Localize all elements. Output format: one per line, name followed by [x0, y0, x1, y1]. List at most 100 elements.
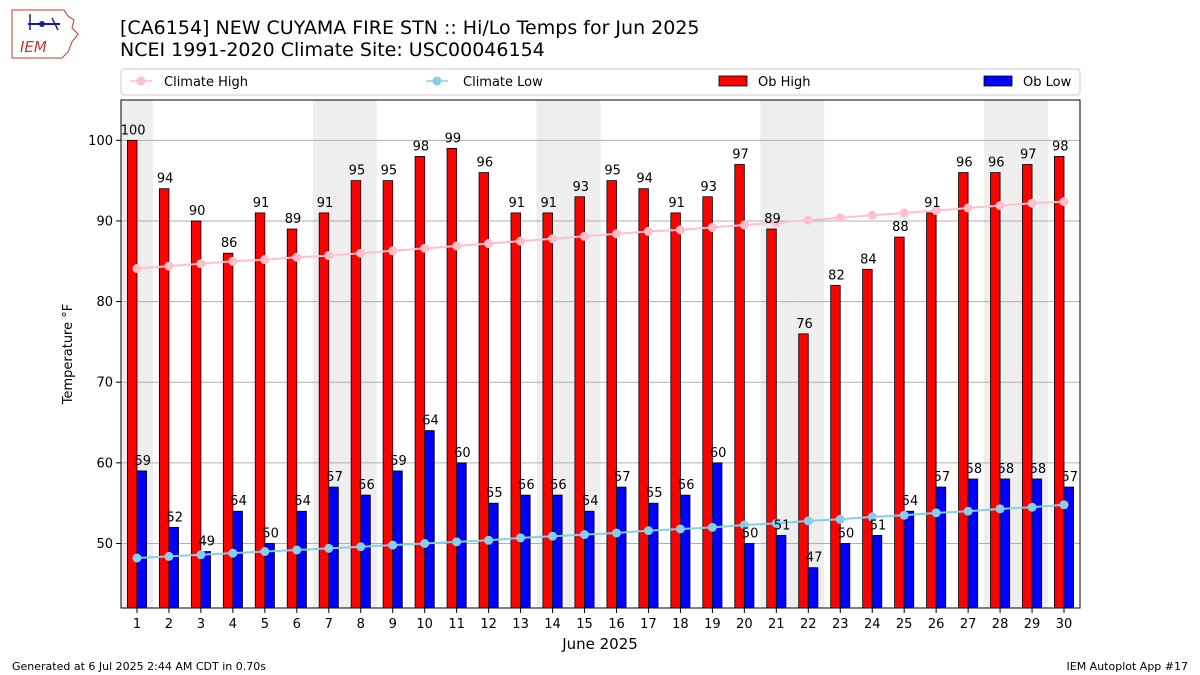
ob-low-label-7: 57 [326, 470, 343, 485]
climate-lines [132, 197, 1069, 563]
ob-low-bar-3 [200, 551, 211, 609]
ob-high-label-15: 93 [572, 180, 589, 195]
x-tick-label-9: 9 [389, 617, 397, 632]
ob-high-label-21: 89 [764, 212, 781, 227]
x-tick-label-5: 5 [261, 617, 269, 632]
climate-low-line [136, 503, 1065, 560]
ob-low-label-4: 54 [230, 494, 247, 509]
x-tick-label-28: 28 [992, 617, 1009, 632]
climate-high-point-8 [356, 248, 366, 258]
ob-high-bar-15 [574, 196, 585, 609]
ob-low-label-2: 52 [166, 510, 183, 525]
y-axis-label: Temperature °F [61, 304, 76, 405]
x-tick-label-10: 10 [416, 617, 433, 632]
legend-climate-high-label: Climate High [164, 75, 248, 90]
svg-text:IEM: IEM [20, 38, 47, 56]
ob-low-bar-25 [903, 510, 915, 609]
ob-low-label-10: 64 [422, 414, 439, 429]
climate-high-point-13 [516, 236, 526, 246]
x-tick-label-8: 8 [357, 617, 365, 632]
ob-high-bar-30 [1054, 156, 1065, 609]
ob-low-label-15: 54 [582, 494, 599, 509]
climate-high-point-11 [452, 241, 462, 251]
climate-high-point-21 [771, 218, 781, 228]
ob-low-label-8: 56 [358, 478, 375, 493]
ob-high-bar-27 [958, 172, 969, 609]
ob-high-bar-19 [702, 196, 713, 609]
ob-high-bar-13 [510, 212, 521, 609]
x-tick-label-3: 3 [197, 617, 205, 632]
x-tick-label-26: 26 [928, 617, 945, 632]
ob-low-label-29: 58 [1030, 462, 1047, 477]
ob-low-bar-29 [1031, 478, 1043, 609]
ob-high-label-7: 91 [317, 196, 334, 211]
climate-low-point-16 [611, 528, 621, 538]
climate-low-point-14 [548, 531, 558, 541]
x-tick-label-15: 15 [576, 617, 593, 632]
ob-low-label-20: 50 [742, 526, 759, 541]
x-tick-label-29: 29 [1024, 617, 1041, 632]
climate-high-point-12 [484, 239, 494, 249]
climate-low-point-26 [931, 508, 941, 518]
legend-ob-low-swatch [983, 75, 1013, 87]
climate-low-point-3 [196, 550, 206, 560]
ob-high-label-8: 95 [349, 164, 366, 179]
climate-low-point-20 [739, 520, 749, 530]
ob-high-label-2: 94 [157, 172, 174, 187]
ob-low-bar-12 [488, 502, 499, 609]
ob-high-label-13: 91 [509, 196, 526, 211]
climate-high-point-14 [548, 234, 558, 244]
climate-high-point-27 [963, 203, 973, 213]
ob-high-bar-25 [894, 236, 905, 609]
ob-high-bar-29 [1022, 164, 1033, 609]
x-axis-label: June 2025 [561, 635, 638, 653]
climate-low-point-18 [675, 524, 685, 534]
x-tick-label-22: 22 [800, 617, 817, 632]
ob-low-label-19: 60 [710, 446, 727, 461]
ob-low-bar-24 [871, 535, 883, 609]
climate-high-point-29 [1027, 198, 1037, 208]
legend-climate-low-label: Climate Low [463, 75, 543, 90]
ob-high-label-11: 99 [445, 131, 462, 146]
ob-high-label-16: 95 [604, 164, 621, 179]
y-tick-label-100: 100 [88, 134, 113, 149]
x-tick-label-27: 27 [960, 617, 977, 632]
chart-subtitle: NCEI 1991-2020 Climate Site: USC00046154 [120, 39, 545, 61]
climate-low-point-17 [643, 526, 653, 536]
ob-high-label-30: 98 [1052, 139, 1069, 154]
ob-low-bar-22 [807, 567, 819, 609]
ob-high-bar-1 [126, 139, 138, 609]
ob-low-label-21: 51 [774, 518, 791, 533]
climate-low-point-9 [388, 540, 398, 550]
climate-low-point-15 [580, 530, 590, 540]
ob-low-bar-13 [520, 494, 531, 609]
generated-footer: Generated at 6 Jul 2025 2:44 AM CDT in 0… [12, 660, 266, 673]
climate-low-point-5 [260, 547, 270, 557]
ob-high-label-5: 91 [253, 196, 270, 211]
ob-high-bar-18 [670, 212, 681, 609]
ob-low-label-18: 56 [678, 478, 695, 493]
climate-high-point-10 [420, 243, 430, 253]
ob-low-bar-10 [424, 430, 435, 609]
climate-low-point-8 [356, 542, 366, 552]
ob-low-bar-14 [552, 494, 563, 609]
ob-low-bar-27 [967, 478, 979, 609]
climate-high-point-2 [164, 261, 174, 271]
ob-high-label-4: 86 [221, 236, 238, 251]
legend-climate-high-marker [136, 76, 146, 86]
climate-high-point-3 [196, 259, 206, 269]
climate-low-point-22 [803, 516, 813, 526]
climate-high-point-9 [388, 246, 398, 256]
climate-high-point-1 [132, 264, 142, 274]
ob-low-label-17: 55 [646, 486, 663, 501]
legend: Climate High Climate Low Ob High Ob Low [120, 68, 1081, 96]
ob-low-bar-1 [136, 470, 147, 609]
climate-high-point-16 [611, 229, 621, 239]
climate-low-point-6 [292, 545, 302, 555]
x-tick-label-20: 20 [736, 617, 753, 632]
climate-high-point-5 [260, 255, 270, 265]
ob-low-label-26: 57 [934, 470, 951, 485]
ob-high-label-20: 97 [732, 148, 749, 163]
climate-high-point-23 [835, 213, 845, 223]
